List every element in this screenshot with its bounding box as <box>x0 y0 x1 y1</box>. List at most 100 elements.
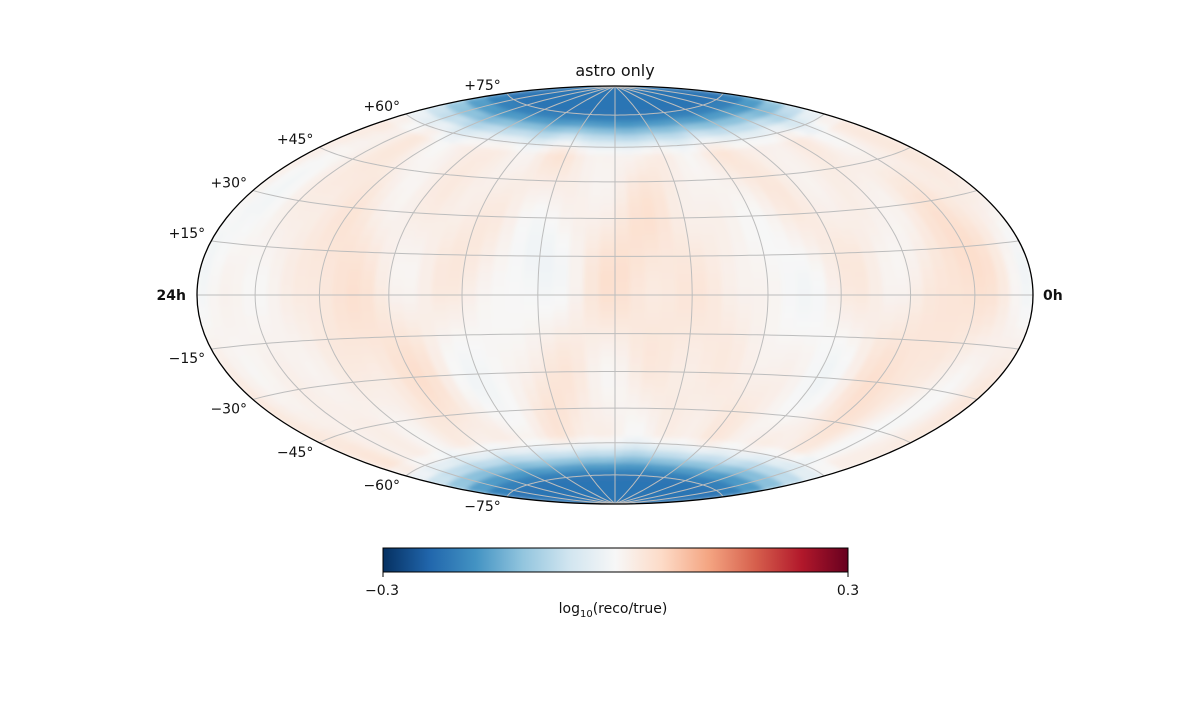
heatmap-cell <box>600 370 616 380</box>
heatmap-cell <box>761 246 780 256</box>
heatmap-cell <box>583 302 601 312</box>
heatmap-cell <box>495 239 514 249</box>
heatmap-cell <box>793 261 812 272</box>
heatmap-cell <box>599 325 616 335</box>
heatmap-cell <box>477 318 495 328</box>
heatmap-cell <box>718 333 736 343</box>
heatmap-cell <box>691 294 709 304</box>
heatmap-cell <box>577 400 592 410</box>
heatmap-cell <box>526 232 544 242</box>
heatmap-cell <box>446 294 463 304</box>
heatmap-cell <box>512 231 530 242</box>
heatmap-cell <box>521 278 539 288</box>
dec-tick-label: −45° <box>277 445 314 461</box>
heatmap-cell <box>461 310 479 320</box>
heatmap-cell <box>347 311 364 322</box>
heatmap-cell <box>604 428 616 437</box>
heatmap-cell <box>600 378 616 388</box>
heatmap-cell <box>614 435 626 444</box>
heatmap-cell <box>614 340 631 350</box>
heatmap-cell <box>609 474 616 482</box>
heatmap-cell <box>795 269 813 280</box>
heatmap-cell <box>462 262 480 272</box>
heatmap-cell <box>628 217 644 227</box>
heatmap-cell <box>568 263 586 273</box>
heatmap-cell <box>481 341 500 351</box>
heatmap-cell <box>1009 294 1023 307</box>
heatmap-cell <box>666 202 684 212</box>
heatmap-cell <box>691 302 709 312</box>
heatmap-cell <box>643 340 661 350</box>
heatmap-cell <box>319 276 335 287</box>
heatmap-cell <box>554 247 571 257</box>
heatmap-cell <box>735 318 753 328</box>
heatmap-cell <box>568 309 585 319</box>
heatmap-cell <box>522 309 540 320</box>
heatmap-cell <box>767 286 784 296</box>
heatmap-cell <box>607 120 616 129</box>
heatmap-cell <box>629 340 646 350</box>
heatmap-cell <box>570 232 587 242</box>
heatmap-cell <box>614 248 631 257</box>
heatmap-cell <box>780 310 798 321</box>
heatmap-cell <box>730 341 749 351</box>
heatmap-cell <box>556 355 574 366</box>
heatmap-cell <box>598 271 616 281</box>
heatmap-cell <box>822 260 840 271</box>
heatmap-cell <box>254 294 269 306</box>
heatmap-cell <box>629 263 647 273</box>
heatmap-cell <box>219 273 234 286</box>
heatmap-cell <box>614 286 632 296</box>
heatmap-cell <box>483 349 502 359</box>
heatmap-cell <box>614 317 631 327</box>
heatmap-cell <box>507 310 525 320</box>
heatmap-cell <box>576 188 592 197</box>
heatmap-cell <box>825 285 842 296</box>
heatmap-cell <box>735 262 753 272</box>
heatmap-cell <box>491 270 509 280</box>
heatmap-cell <box>645 286 663 296</box>
heatmap-cell <box>645 302 662 312</box>
heatmap-cell <box>629 286 647 296</box>
heatmap-cell <box>811 294 828 304</box>
heatmap-cell <box>605 442 616 451</box>
heatmap-cell <box>985 294 1000 306</box>
heatmap-cell <box>653 378 670 388</box>
heatmap-cell <box>614 325 631 335</box>
heatmap-cell <box>629 317 647 327</box>
heatmap-cell <box>332 276 349 287</box>
heatmap-cell <box>537 317 555 327</box>
heatmap-cell <box>700 348 718 359</box>
heatmap-cell <box>690 309 708 320</box>
heatmap-cell <box>546 202 564 212</box>
heatmap-cell <box>972 304 988 316</box>
heatmap-cell <box>447 262 466 272</box>
heatmap-cell <box>629 248 646 257</box>
heatmap-cell <box>599 248 616 257</box>
heatmap-cell <box>673 333 691 343</box>
heatmap-cell <box>796 277 813 288</box>
heatmap-cell <box>598 302 616 312</box>
heatmap-cell <box>721 270 739 280</box>
heatmap-cell <box>681 371 699 381</box>
heatmap-cell <box>764 318 783 328</box>
heatmap-cell <box>524 333 542 343</box>
heatmap-cell <box>811 286 828 296</box>
heatmap-cell <box>836 319 854 330</box>
heatmap-cell <box>467 238 485 249</box>
heatmap-cell <box>614 160 627 169</box>
heatmap-cell <box>599 232 616 242</box>
heatmap-cell <box>824 310 841 321</box>
colorbar-label-rest: (reco/true) <box>593 601 668 617</box>
heatmap-cell <box>595 146 607 155</box>
heatmap-cell <box>882 285 898 296</box>
heatmap-cell <box>479 333 498 344</box>
heatmap-cell <box>571 225 588 235</box>
heatmap-cell <box>748 326 767 336</box>
heatmap-cell <box>614 414 627 423</box>
heatmap-cell <box>765 310 783 320</box>
heatmap-cell <box>497 231 516 241</box>
heatmap-cell <box>569 332 586 343</box>
heatmap-cell <box>360 268 378 279</box>
heatmap-cell <box>583 278 601 288</box>
